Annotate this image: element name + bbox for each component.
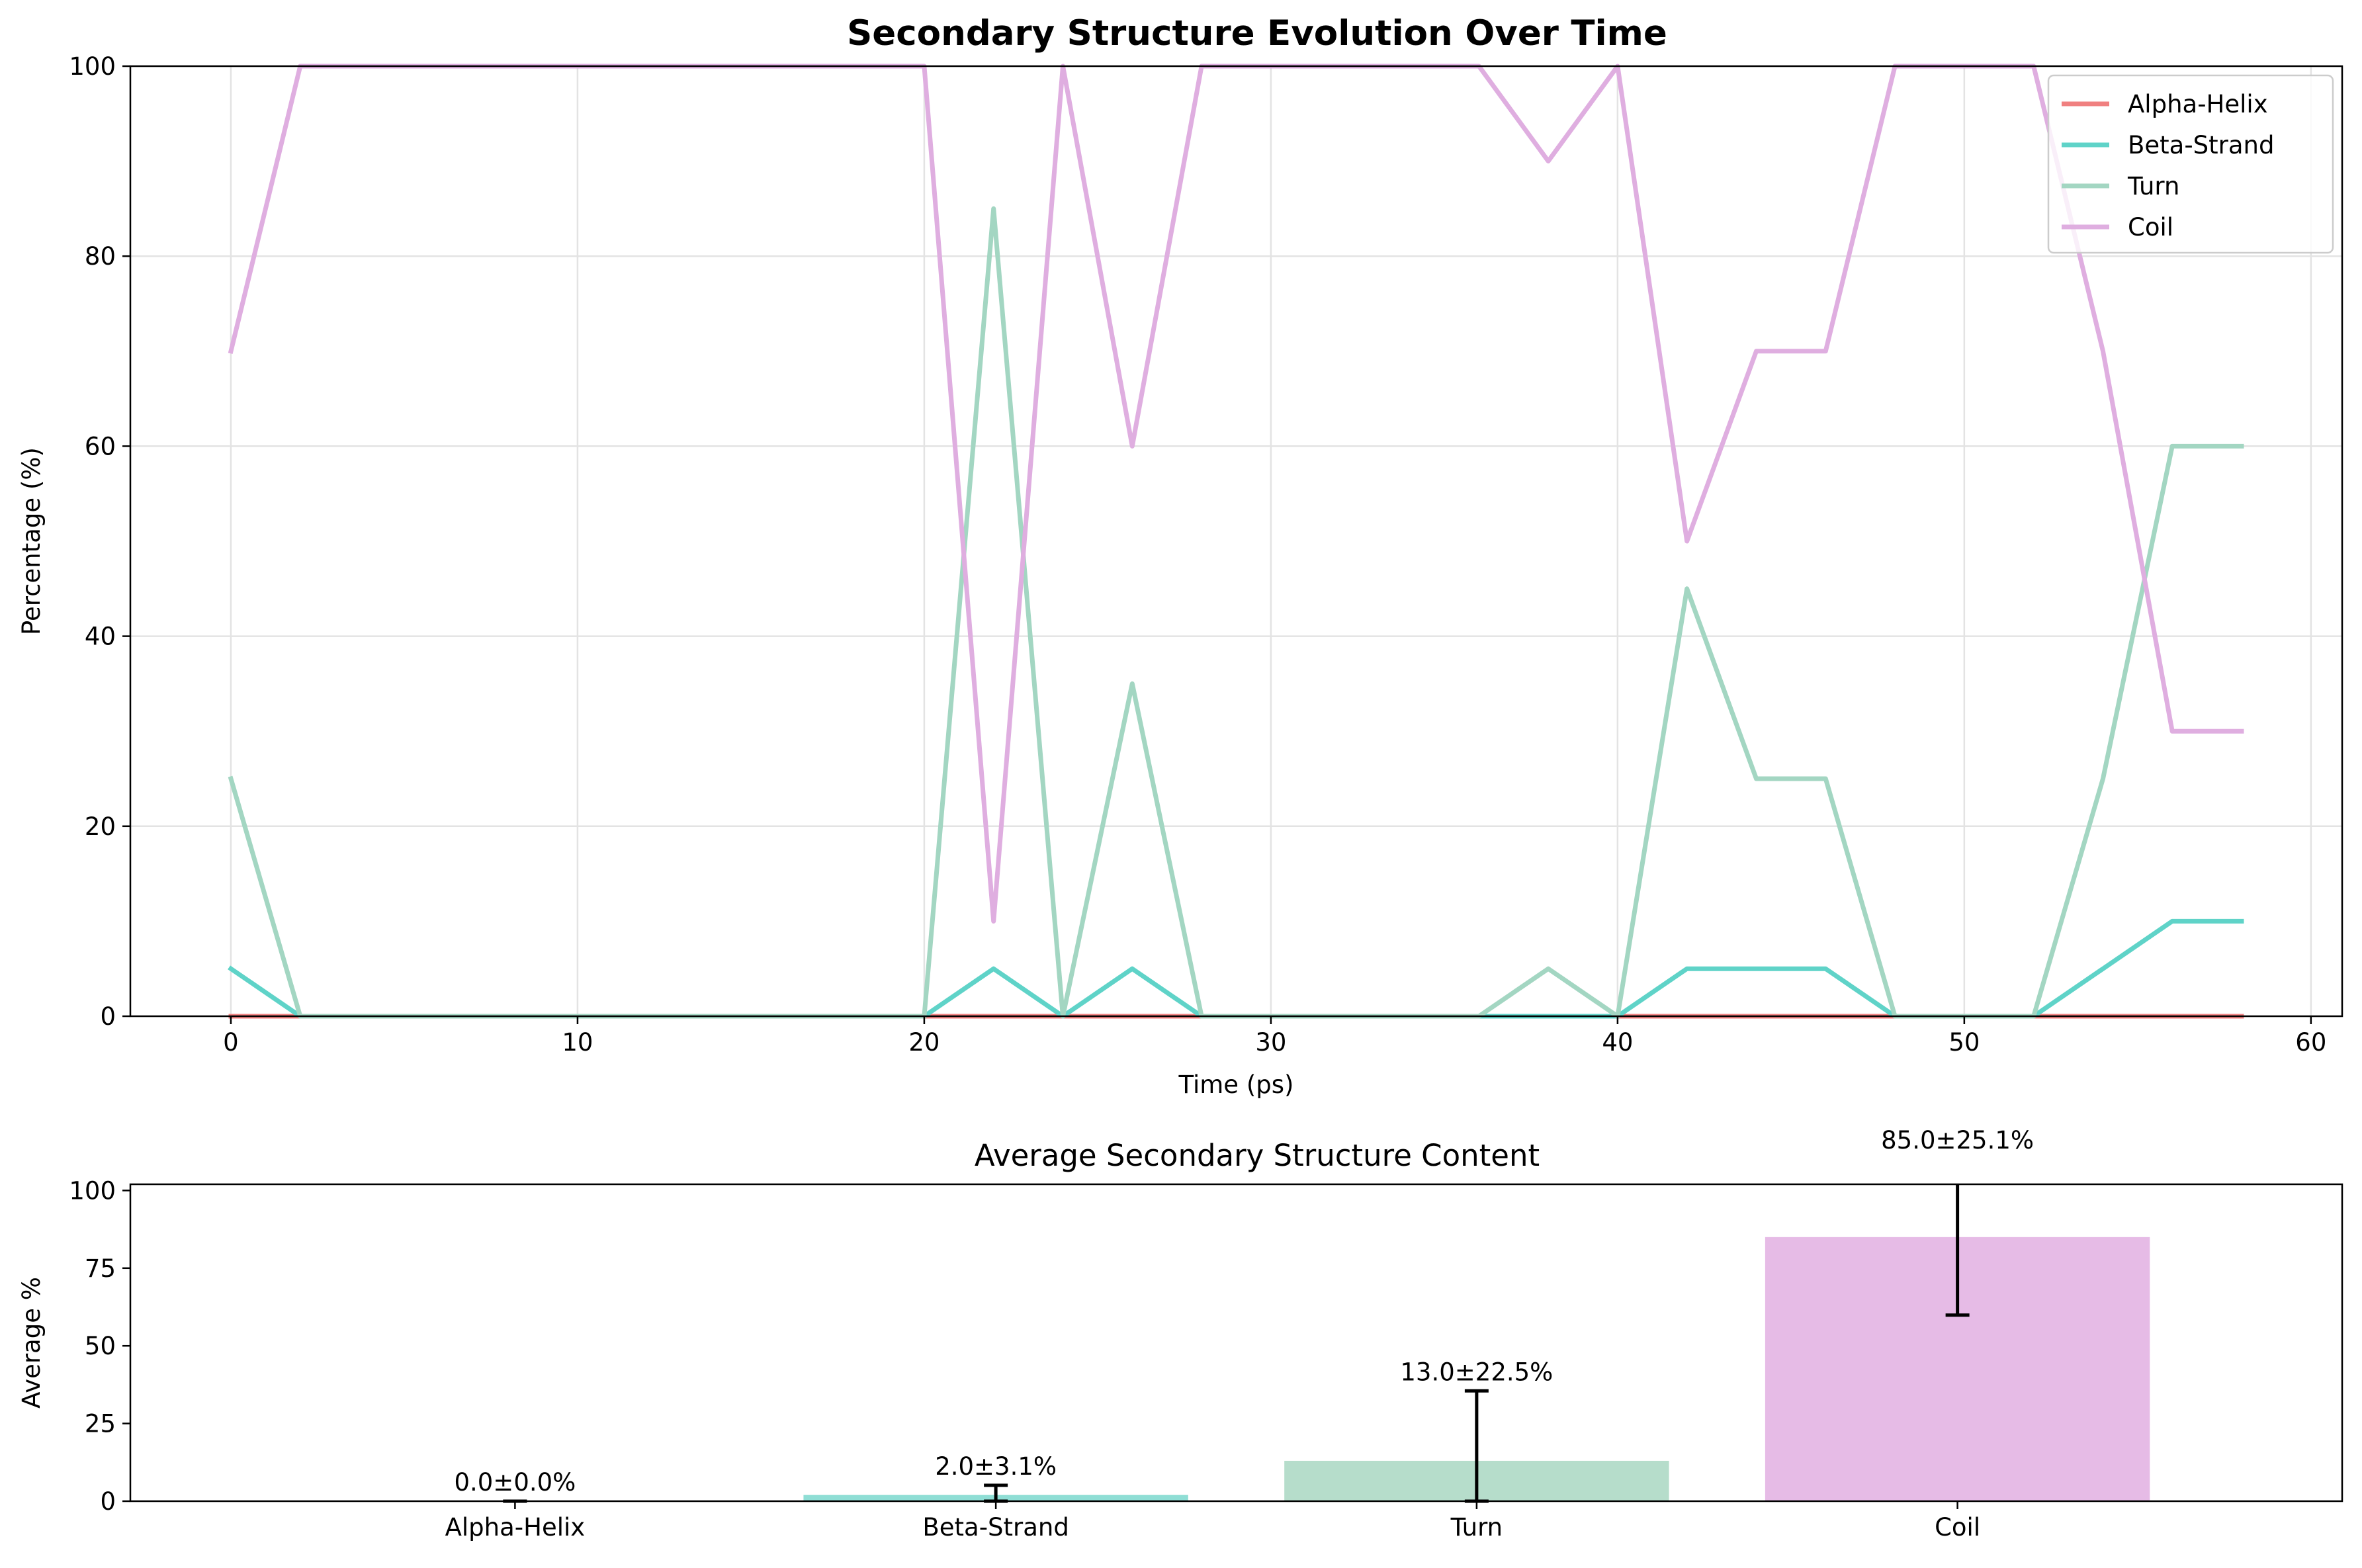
y-tick-label: 100 — [69, 52, 116, 81]
bar-data-label: 85.0±25.1% — [1881, 1126, 2034, 1154]
x-tick-label: Alpha-Helix — [445, 1513, 586, 1542]
x-tick-label: 40 — [1602, 1028, 1633, 1057]
line-chart-x-axis-label: Time (ps) — [1178, 1070, 1294, 1099]
bar-chart-frame — [129, 1183, 2343, 1503]
line-chart-x-ticks: 0 10 20 30 40 50 60 — [223, 1016, 2326, 1057]
line-chart-y-ticks: 0 20 40 60 80 100 — [69, 52, 130, 1031]
x-tick-label: 30 — [1255, 1028, 1286, 1057]
line-chart-legend: Alpha-Helix Beta-Strand Turn Coil — [2047, 74, 2334, 254]
x-tick-label: 20 — [908, 1028, 940, 1057]
bar-data-label: 0.0±0.0% — [454, 1468, 576, 1497]
y-tick-label: 0 — [100, 1002, 116, 1031]
bar-data-label: 13.0±22.5% — [1400, 1358, 1553, 1386]
x-tick-label: Beta-Strand — [922, 1513, 1069, 1542]
x-tick-label: Coil — [1935, 1513, 1980, 1542]
y-tick-label: 75 — [85, 1254, 116, 1283]
line-chart-frame — [129, 65, 2343, 1018]
y-tick-label: 20 — [85, 812, 116, 841]
bar-chart-y-ticks: 0 25 50 75 100 — [69, 1176, 130, 1516]
x-tick-label: 10 — [562, 1028, 593, 1057]
bar-chart-y-axis-label: Average % — [17, 1277, 46, 1409]
bar-chart: Average Secondary Structure Content 0.0±… — [17, 1126, 2343, 1542]
line-chart-title: Secondary Structure Evolution Over Time — [847, 13, 1667, 54]
y-tick-label: 60 — [85, 432, 116, 460]
x-tick-label: Turn — [1450, 1513, 1503, 1542]
x-tick-label: 60 — [2295, 1028, 2326, 1057]
y-tick-label: 80 — [85, 242, 116, 271]
legend-entry: Coil — [2128, 213, 2173, 241]
bar-chart-x-ticks: Alpha-Helix Beta-Strand Turn Coil — [445, 1501, 1980, 1542]
y-tick-label: 25 — [85, 1410, 116, 1438]
legend-entry: Beta-Strand — [2128, 131, 2275, 159]
bar-data-label: 2.0±3.1% — [935, 1452, 1057, 1481]
y-tick-label: 0 — [100, 1487, 116, 1516]
y-tick-label: 50 — [85, 1332, 116, 1360]
x-tick-label: 0 — [223, 1028, 239, 1057]
line-chart: Secondary Structure Evolution Over Time … — [17, 13, 2343, 1099]
y-tick-label: 100 — [69, 1176, 116, 1205]
line-chart-y-axis-label: Percentage (%) — [17, 447, 46, 635]
x-tick-label: 50 — [1948, 1028, 1980, 1057]
bar-chart-data-labels: 0.0±0.0% 2.0±3.1% 13.0±22.5% 85.0±25.1% — [454, 1126, 2034, 1497]
legend-box — [2047, 74, 2334, 254]
legend-entry: Alpha-Helix — [2128, 90, 2268, 118]
y-tick-label: 40 — [85, 623, 116, 651]
bar-chart-title: Average Secondary Structure Content — [975, 1138, 1540, 1173]
legend-entry: Turn — [2127, 172, 2179, 200]
